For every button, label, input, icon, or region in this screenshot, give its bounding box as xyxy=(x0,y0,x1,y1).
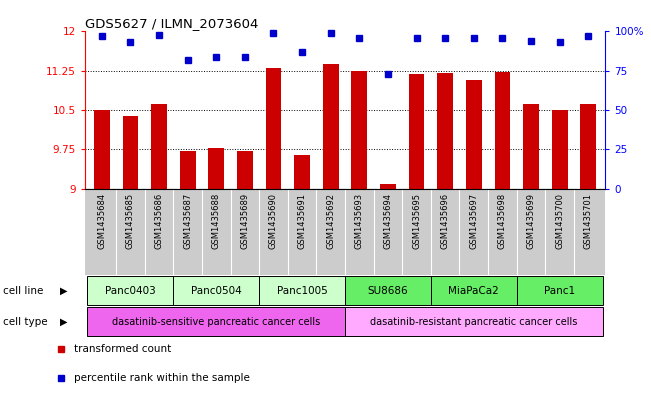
Text: GSM1435695: GSM1435695 xyxy=(412,193,421,249)
Bar xyxy=(523,104,539,189)
Bar xyxy=(345,276,431,305)
Text: GSM1435693: GSM1435693 xyxy=(355,193,364,249)
Text: GSM1435684: GSM1435684 xyxy=(97,193,106,249)
Bar xyxy=(122,116,138,189)
Bar xyxy=(352,71,367,189)
Bar xyxy=(87,276,173,305)
Text: cell type: cell type xyxy=(3,317,48,327)
Bar xyxy=(581,104,596,189)
Bar xyxy=(259,276,345,305)
Text: GSM1435687: GSM1435687 xyxy=(183,193,192,249)
Text: GSM1435697: GSM1435697 xyxy=(469,193,478,249)
Text: dasatinib-resistant pancreatic cancer cells: dasatinib-resistant pancreatic cancer ce… xyxy=(370,317,577,327)
Text: cell line: cell line xyxy=(3,286,44,296)
Text: percentile rank within the sample: percentile rank within the sample xyxy=(74,373,249,383)
Text: Panc1005: Panc1005 xyxy=(277,285,327,296)
Bar xyxy=(87,307,345,336)
Text: GSM1435692: GSM1435692 xyxy=(326,193,335,249)
Text: GSM1435688: GSM1435688 xyxy=(212,193,221,249)
Bar xyxy=(437,73,453,189)
Text: transformed count: transformed count xyxy=(74,344,171,354)
Text: Panc0403: Panc0403 xyxy=(105,285,156,296)
Text: GSM1435698: GSM1435698 xyxy=(498,193,507,249)
Text: GSM1435685: GSM1435685 xyxy=(126,193,135,249)
Text: GSM1435686: GSM1435686 xyxy=(154,193,163,249)
Text: GSM1435700: GSM1435700 xyxy=(555,193,564,249)
Bar xyxy=(94,110,109,189)
Text: GSM1435701: GSM1435701 xyxy=(584,193,593,249)
Bar xyxy=(237,151,253,189)
Text: GSM1435689: GSM1435689 xyxy=(240,193,249,249)
Bar xyxy=(552,110,568,189)
Text: SU8686: SU8686 xyxy=(368,285,408,296)
Bar xyxy=(151,104,167,189)
Bar xyxy=(294,154,310,189)
Bar xyxy=(345,307,603,336)
Bar xyxy=(208,148,224,189)
Bar xyxy=(431,276,517,305)
Text: GSM1435690: GSM1435690 xyxy=(269,193,278,249)
Bar xyxy=(409,74,424,189)
Bar xyxy=(495,72,510,189)
Bar xyxy=(380,184,396,189)
Bar xyxy=(323,64,339,189)
Bar xyxy=(173,276,259,305)
Text: MiaPaCa2: MiaPaCa2 xyxy=(449,285,499,296)
Bar xyxy=(466,80,482,189)
Text: GDS5627 / ILMN_2073604: GDS5627 / ILMN_2073604 xyxy=(85,17,258,30)
Text: ▶: ▶ xyxy=(60,286,68,296)
Text: dasatinib-sensitive pancreatic cancer cells: dasatinib-sensitive pancreatic cancer ce… xyxy=(112,317,320,327)
Text: GSM1435694: GSM1435694 xyxy=(383,193,393,249)
Text: GSM1435691: GSM1435691 xyxy=(298,193,307,249)
Text: Panc0504: Panc0504 xyxy=(191,285,242,296)
Text: GSM1435699: GSM1435699 xyxy=(527,193,536,249)
Text: GSM1435696: GSM1435696 xyxy=(441,193,450,249)
Bar xyxy=(266,68,281,189)
Text: Panc1: Panc1 xyxy=(544,285,575,296)
Text: ▶: ▶ xyxy=(60,317,68,327)
Bar xyxy=(180,151,195,189)
Bar xyxy=(517,276,603,305)
